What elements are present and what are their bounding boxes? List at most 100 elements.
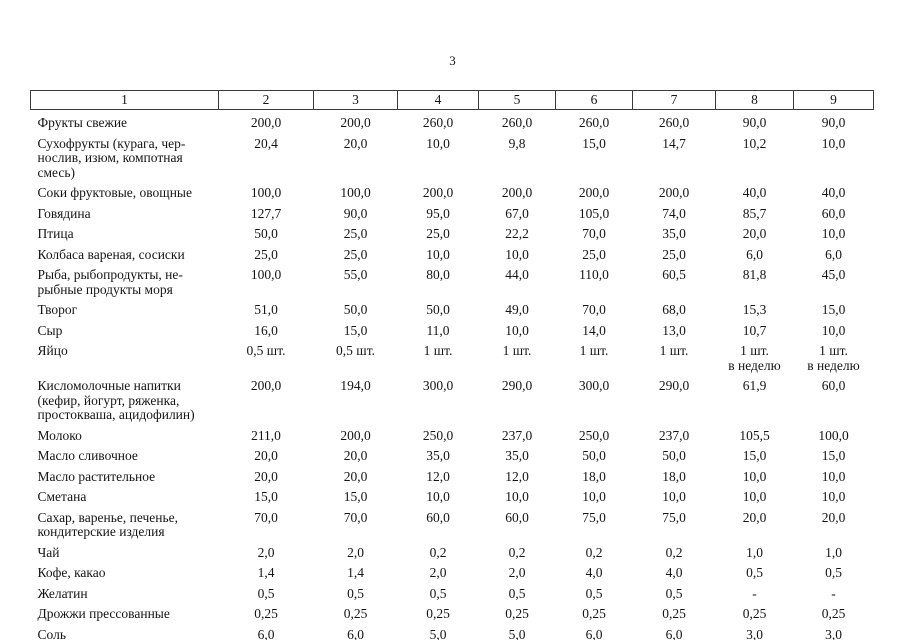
value-cell: 80,0 — [426, 267, 450, 282]
value-cell: 6,0 — [825, 246, 842, 262]
value-cell: 2,0 — [429, 565, 447, 580]
column-header-5: 5 — [478, 90, 556, 110]
page-number: 3 — [449, 53, 456, 68]
value-cell: 60,0 — [505, 509, 529, 525]
table-row: Птица 50,0 25,0 25,0 22,2 70,0 35,0 20,0… — [31, 223, 874, 244]
value-cell: 22,2 — [505, 226, 529, 241]
value-cell: 70,0 — [254, 509, 278, 525]
value-cell: 100,0 — [250, 185, 282, 200]
food-rations-table: 1 2 3 4 5 6 7 8 9 Фрукты свежие 200,0 20… — [30, 90, 874, 640]
value-cell: 50,0 — [254, 226, 278, 241]
value-cell: 15,0 — [742, 448, 767, 463]
value-cell: 127,7 — [250, 205, 282, 221]
column-header-8: 8 — [715, 90, 794, 110]
value-cell: 60,0 — [426, 509, 450, 525]
value-cell: 1,4 — [347, 565, 364, 580]
value-cell: 1 шт. — [502, 343, 532, 358]
value-cell: 200,0 — [501, 185, 533, 200]
product-name-cell: Птица — [37, 226, 74, 241]
value-cell: 0,5 шт. — [246, 343, 286, 358]
value-cell: 95,0 — [426, 205, 450, 221]
value-cell: 10,7 — [742, 322, 767, 338]
value-cell: 70,0 — [582, 226, 606, 241]
value-cell: 1 шт. в неделю — [728, 343, 781, 373]
value-cell: 15,3 — [742, 302, 767, 317]
value-cell: 67,0 — [505, 205, 529, 221]
table-row: Кофе, какао 1,4 1,4 2,0 2,0 4,0 4,0 0,5 … — [31, 562, 874, 583]
value-cell: 10,0 — [742, 468, 767, 484]
table-row: Чай 2,0 2,0 0,2 0,2 0,2 0,2 1,0 1,0 — [31, 542, 874, 563]
table-row: Рыба, рыбопродукты, не- рыбные продукты … — [31, 264, 874, 299]
value-cell: - — [831, 585, 836, 601]
value-cell: 110,0 — [579, 267, 609, 282]
product-name-cell: Чай — [37, 544, 60, 560]
value-cell: 15,0 — [582, 135, 606, 151]
value-cell: 60,0 — [821, 205, 846, 221]
value-cell: 0,2 — [429, 544, 447, 560]
value-cell: 60,5 — [662, 267, 686, 282]
product-name-cell: Кофе, какао — [37, 565, 106, 580]
value-cell: 0,5 — [429, 585, 447, 601]
value-cell: 20,4 — [254, 135, 278, 151]
table-row: Масло растительное 20,0 20,0 12,0 12,0 1… — [31, 466, 874, 487]
value-cell: 25,0 — [343, 226, 368, 241]
value-cell: 1,4 — [257, 565, 275, 580]
value-cell: 45,0 — [821, 267, 846, 282]
product-name-cell: Сметана — [37, 489, 87, 504]
value-cell: 15,0 — [821, 448, 846, 463]
value-cell: 6,0 — [347, 626, 364, 640]
value-cell: 0,25 — [343, 606, 368, 621]
table-row: Сахар, варенье, печенье, кондитерские из… — [31, 507, 874, 542]
table-row: Желатин 0,5 0,5 0,5 0,5 0,5 0,5 - - — [31, 583, 874, 604]
value-cell: 0,25 — [662, 606, 686, 621]
product-name-cell: Говядина — [37, 205, 91, 221]
table-row: Сухофрукты (курага, чер- нослив, изюм, к… — [31, 133, 874, 183]
value-cell: 0,25 — [254, 606, 278, 621]
value-cell: 90,0 — [821, 115, 846, 130]
value-cell: 194,0 — [340, 378, 371, 393]
value-cell: 10,0 — [505, 246, 529, 262]
value-cell: 25,0 — [426, 226, 450, 241]
value-cell: 200,0 — [250, 115, 282, 130]
column-header-3: 3 — [313, 90, 398, 110]
product-name-cell: Сыр — [37, 322, 63, 338]
product-name-cell: Творог — [37, 302, 78, 317]
column-header-1: 1 — [30, 90, 219, 110]
value-cell: 0,2 — [508, 544, 526, 560]
value-cell: 10,0 — [582, 489, 606, 504]
value-cell: 290,0 — [658, 378, 690, 393]
value-cell: 35,0 — [662, 226, 686, 241]
column-header-4: 4 — [397, 90, 479, 110]
table-row: Творог 51,0 50,0 50,0 49,0 70,0 68,0 15,… — [31, 299, 874, 320]
table-row: Колбаса вареная, сосиски 25,0 25,0 10,0 … — [31, 244, 874, 265]
value-cell: 40,0 — [821, 185, 846, 200]
value-cell: 4,0 — [665, 565, 683, 580]
value-cell: 85,7 — [742, 205, 767, 221]
table-row: Сметана 15,0 15,0 10,0 10,0 10,0 10,0 10… — [31, 486, 874, 507]
value-cell: 0,5 — [746, 565, 763, 580]
product-name-cell: Сахар, варенье, печенье, кондитерские из… — [37, 509, 179, 539]
value-cell: 10,0 — [821, 226, 846, 241]
value-cell: 10,0 — [821, 468, 846, 484]
table-row: Дрожжи прессованные 0,25 0,25 0,25 0,25 … — [31, 603, 874, 624]
product-name-cell: Масло сливочное — [37, 448, 138, 463]
value-cell: 0,25 — [582, 606, 606, 621]
value-cell: 60,0 — [821, 378, 846, 393]
value-cell: 35,0 — [426, 448, 450, 463]
value-cell: 0,5 — [665, 585, 683, 601]
value-cell: 1 шт. в неделю — [807, 343, 860, 373]
value-cell: 10,0 — [426, 246, 450, 262]
value-cell: 250,0 — [422, 427, 454, 443]
value-cell: 15,0 — [343, 322, 368, 338]
value-cell: 0,5 — [825, 565, 842, 580]
value-cell: 100,0 — [818, 427, 849, 443]
product-name-cell: Сухофрукты (курага, чер- нослив, изюм, к… — [37, 135, 186, 180]
value-cell: 13,0 — [662, 322, 686, 338]
value-cell: 20,0 — [821, 509, 846, 525]
value-cell: 260,0 — [501, 115, 533, 130]
column-header-2: 2 — [218, 90, 314, 110]
value-cell: 0,25 — [505, 606, 529, 621]
value-cell: - — [752, 585, 757, 601]
table-header-row: 1 2 3 4 5 6 7 8 9 — [30, 90, 874, 110]
